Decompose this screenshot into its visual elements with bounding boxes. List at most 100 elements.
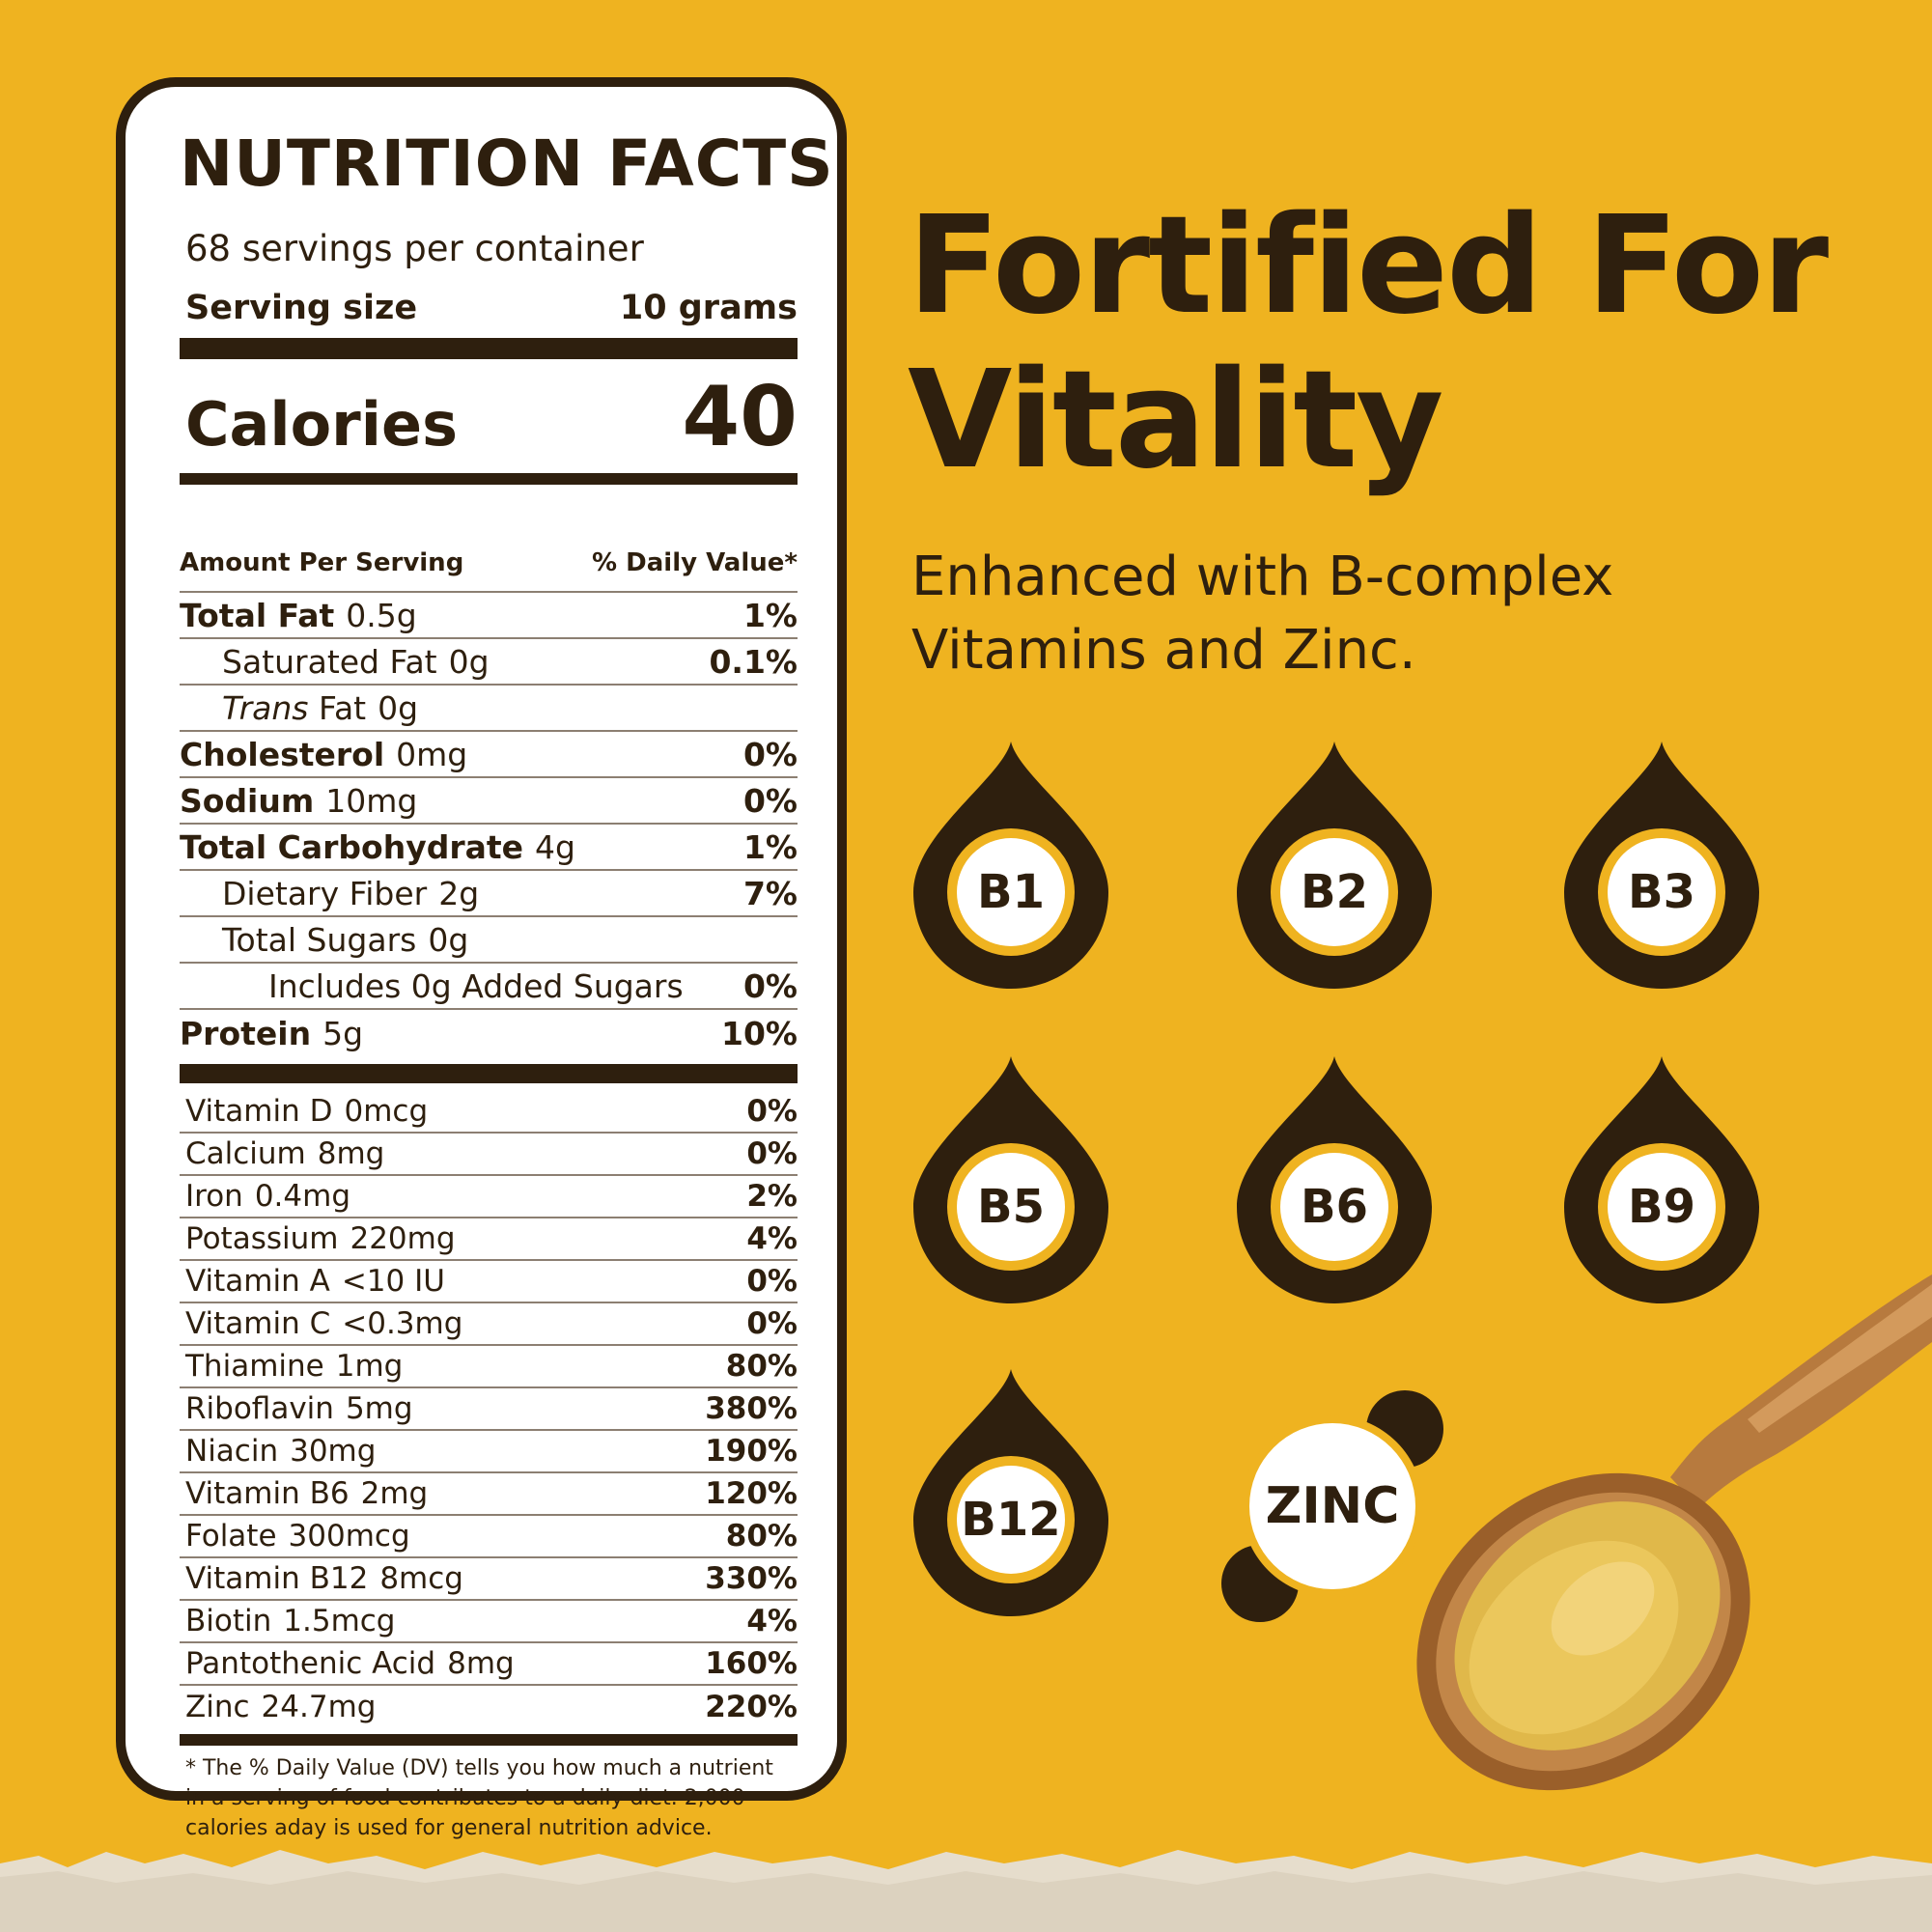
vitamin-amount: 5mg [345,1391,413,1426]
vitamin-row: Vitamin A <10 IU 0% [180,1261,798,1303]
vitamin-amount: 220mg [350,1221,456,1256]
nutrient-dv: 7% [742,874,798,912]
vitamin-dv: 330% [705,1561,798,1596]
nutrient-dv: 0.1% [709,642,798,681]
nutrient-row-sodium: Sodium 10mg 0% [180,778,798,825]
vitamin-row: Calcium 8mg 0% [180,1134,798,1176]
subheadline-line-2: Vitamins and Zinc. [911,619,1416,682]
mineral-icon [1221,1390,1443,1622]
calories-label: Calories [185,389,458,460]
vitamin-dv: 4% [746,1221,798,1256]
thin-divider [180,591,798,593]
droplet-icon [1237,742,1432,989]
subheadline-line-1: Enhanced with B-complex [911,546,1614,608]
vitamin-dv: 80% [725,1519,798,1554]
nutrient-row-added-sugars: Includes 0g Added Sugars 0% [180,964,798,1010]
vitamin-badge-b5: B5 [908,1052,1114,1309]
vitamin-amount: <10 IU [341,1264,445,1299]
vitamin-row: Riboflavin 5mg 380% [180,1388,798,1431]
vitamin-dv: 0% [746,1306,798,1341]
nutrition-facts-label: NUTRITION FACTS 68 servings per containe… [116,77,847,1840]
vitamin-dv: 0% [746,1136,798,1171]
droplet-icon [913,1056,1108,1303]
nutrient-name: Total Sugars [222,920,417,959]
vitamin-dv: 0% [746,1264,798,1299]
vitamin-badge-b9: B9 [1558,1052,1765,1309]
nutrient-dv: 0% [742,781,798,820]
vitamin-name: Vitamin B12 [185,1561,369,1596]
thick-divider [180,1064,798,1083]
calories-value: 40 [682,369,798,465]
zinc-badge: ZINC [1212,1390,1453,1622]
vitamin-row: Vitamin B6 2mg 120% [180,1473,798,1516]
headline-line-1: Fortified For [908,187,1829,345]
vitamin-name: Pantothenic Acid [185,1646,436,1681]
daily-value-footnote: * The % Daily Value (DV) tells you how m… [185,1756,773,1840]
vitamin-row: Iron 0.4mg 2% [180,1176,798,1218]
nutrient-amount: 0g [448,642,490,681]
vitamin-amount: 2mg [360,1476,429,1511]
badge-label: B5 [977,1180,1045,1234]
vitamin-row: Pantothenic Acid 8mg 160% [180,1643,798,1686]
serving-size-value: 10 grams [619,289,798,327]
nutrient-row-trans-fat: Trans Fat 0g [180,686,798,732]
medium-divider [180,473,798,485]
droplet-icon [913,1369,1108,1616]
medium-divider [180,1734,798,1746]
vitamin-amount: 8mg [447,1646,515,1681]
nutrient-name: Cholesterol [180,735,385,773]
nutrient-name: Protein [180,1014,312,1052]
vitamin-badge-b6: B6 [1231,1052,1438,1309]
nutrient-name: Saturated Fat [222,642,437,681]
vitamin-row: Vitamin D 0mcg 0% [180,1091,798,1134]
ground-strip [0,1850,1932,1932]
daily-value-header: % Daily Value* [592,548,798,577]
droplet-icon [1237,1056,1432,1303]
vitamin-name: Vitamin B6 [185,1476,350,1511]
vitamin-name: Thiamine [185,1349,324,1384]
vitamin-badge-b2: B2 [1231,738,1438,994]
nutrient-amount: 0g [378,688,419,727]
vitamin-badge-b12: B12 [908,1365,1114,1622]
vitamin-dv: 80% [725,1349,798,1384]
droplet-icon [1564,1056,1759,1303]
vitamin-row: Vitamin B12 8mcg 330% [180,1558,798,1601]
nutrient-amount: 4g [535,827,575,866]
badge-label: B6 [1301,1180,1368,1234]
vitamin-dv: 380% [705,1391,798,1426]
vitamin-row: Thiamine 1mg 80% [180,1346,798,1388]
nutrient-dv: 1% [742,596,798,634]
vitamin-amount: 0.4mg [254,1179,351,1214]
vitamin-dv: 160% [705,1646,798,1681]
nutrient-row-saturated-fat: Saturated Fat 0g 0.1% [180,639,798,686]
vitamin-row: Biotin 1.5mcg 4% [180,1601,798,1643]
vitamin-badge-b3: B3 [1558,738,1765,994]
nutrient-row-total-sugars: Total Sugars 0g [180,917,798,964]
vitamin-name: Vitamin D [185,1094,333,1129]
zinc-label: ZINC [1265,1477,1400,1535]
nutrient-dv: 10% [721,1014,798,1052]
vitamin-amount: 8mg [317,1136,385,1171]
wooden-spoon-icon [1416,1274,1932,1791]
badge-label: B9 [1628,1180,1695,1234]
vitamin-row: Vitamin C <0.3mg 0% [180,1303,798,1346]
vitamin-dv: 0% [746,1094,798,1129]
nutrient-name: Sodium [180,781,315,820]
vitamin-dv: 4% [746,1604,798,1638]
vitamin-row: Niacin 30mg 190% [180,1431,798,1473]
nutrient-list: Total Fat 0.5g 1% Saturated Fat 0g 0.1% Tr… [180,593,798,1056]
vitamin-amount: 8mcg [379,1561,463,1596]
vitamin-name: Iron [185,1179,243,1214]
vitamin-dv: 2% [746,1179,798,1214]
nutrient-row-dietary-fiber: Dietary Fiber 2g 7% [180,871,798,917]
vitamin-amount: 1mg [335,1349,404,1384]
vitamin-name: Biotin [185,1604,272,1638]
nutrient-amount: 2g [438,874,480,912]
nutrient-name: Total Carbohydrate [180,827,524,866]
thick-divider [180,338,798,359]
nutrient-name: Fat [319,688,367,727]
nutrient-row-total-carbohydrate: Total Carbohydrate 4g 1% [180,825,798,871]
nutrient-amount: 0g [428,920,469,959]
nutrient-amount: 5g [322,1014,364,1052]
vitamin-row: Folate 300mcg 80% [180,1516,798,1558]
